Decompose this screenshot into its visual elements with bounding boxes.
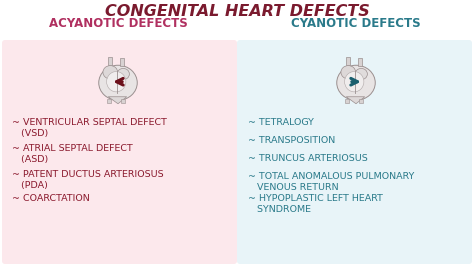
Text: (ASD): (ASD) xyxy=(12,155,48,164)
Ellipse shape xyxy=(107,72,126,92)
Ellipse shape xyxy=(345,72,364,92)
Text: ~ ATRIAL SEPTAL DEFECT: ~ ATRIAL SEPTAL DEFECT xyxy=(12,144,133,153)
Ellipse shape xyxy=(355,68,367,80)
Text: ~ TOTAL ANOMALOUS PULMONARY: ~ TOTAL ANOMALOUS PULMONARY xyxy=(248,172,414,181)
Polygon shape xyxy=(120,58,124,66)
Polygon shape xyxy=(346,56,350,65)
Bar xyxy=(359,99,363,103)
Text: ~ TETRALOGY: ~ TETRALOGY xyxy=(248,118,314,127)
Bar xyxy=(345,99,349,103)
Text: ~ PATENT DUCTUS ARTERIOSUS: ~ PATENT DUCTUS ARTERIOSUS xyxy=(12,170,164,179)
Text: SYNDROME: SYNDROME xyxy=(248,205,311,214)
Bar xyxy=(107,99,111,103)
Polygon shape xyxy=(358,58,362,66)
Ellipse shape xyxy=(99,65,137,100)
Text: ~ COARCTATION: ~ COARCTATION xyxy=(12,194,90,203)
Text: CYANOTIC DEFECTS: CYANOTIC DEFECTS xyxy=(291,17,421,30)
Ellipse shape xyxy=(337,65,375,100)
Text: ACYANOTIC DEFECTS: ACYANOTIC DEFECTS xyxy=(49,17,187,30)
Text: ~ VENTRICULAR SEPTAL DEFECT: ~ VENTRICULAR SEPTAL DEFECT xyxy=(12,118,167,127)
Bar xyxy=(121,99,125,103)
Polygon shape xyxy=(346,97,365,104)
Ellipse shape xyxy=(117,68,129,80)
Text: (VSD): (VSD) xyxy=(12,129,48,138)
Text: CONGENITAL HEART DEFECTS: CONGENITAL HEART DEFECTS xyxy=(105,4,369,19)
Ellipse shape xyxy=(341,66,356,79)
FancyBboxPatch shape xyxy=(2,40,237,264)
Text: ~ TRANSPOSITION: ~ TRANSPOSITION xyxy=(248,136,335,145)
Text: ~ TRUNCUS ARTERIOSUS: ~ TRUNCUS ARTERIOSUS xyxy=(248,154,368,163)
Text: (PDA): (PDA) xyxy=(12,181,48,190)
Ellipse shape xyxy=(103,66,118,79)
Polygon shape xyxy=(108,56,112,65)
FancyBboxPatch shape xyxy=(237,40,472,264)
Polygon shape xyxy=(108,97,127,104)
Text: VENOUS RETURN: VENOUS RETURN xyxy=(248,183,338,192)
Text: ~ HYPOPLASTIC LEFT HEART: ~ HYPOPLASTIC LEFT HEART xyxy=(248,194,383,203)
